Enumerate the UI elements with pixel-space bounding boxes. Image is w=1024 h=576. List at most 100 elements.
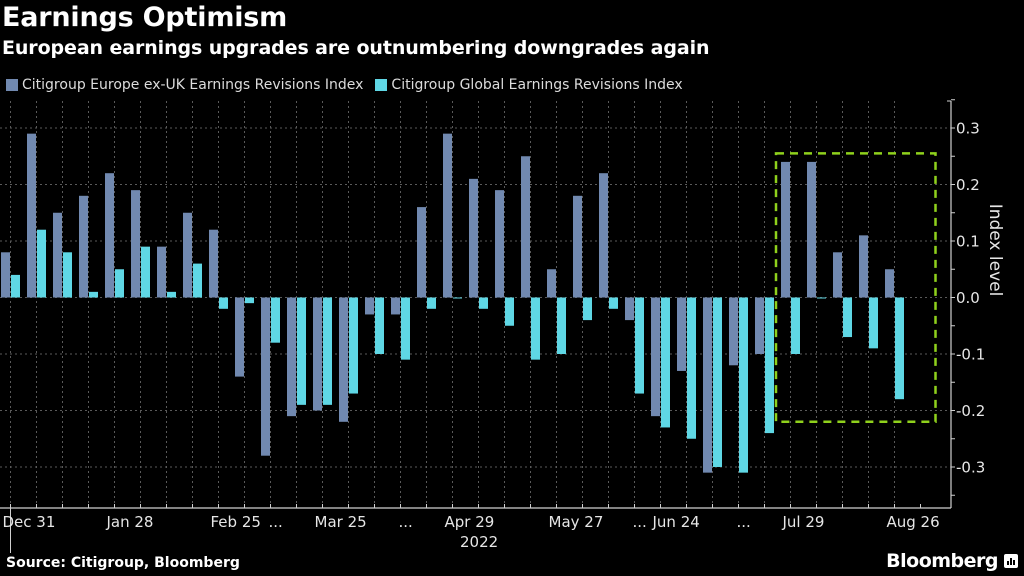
legend-item-global: Citigroup Global Earnings Revisions Inde… [375,77,683,93]
legend-swatch-europe [6,79,18,91]
bar-europe [521,156,530,298]
bar-europe [807,161,816,298]
bar-global [63,252,72,298]
bar-global [765,297,774,434]
bar-global [869,297,878,349]
source-note: Source: Citigroup, Bloomberg [6,555,240,571]
bar-global [141,246,150,298]
bar-global [687,297,696,439]
bar-global [11,274,20,298]
bar-europe [365,297,374,315]
bar-global [271,297,280,343]
bar-global [713,297,722,467]
bar-europe [573,195,582,298]
bar-global [609,297,618,309]
bar-europe [729,297,738,366]
bar-europe [391,297,400,315]
bar-europe [755,297,764,354]
x-tick-label: Jan 28 [106,513,154,531]
bar-europe [261,297,270,456]
legend-label-global: Citigroup Global Earnings Revisions Inde… [391,77,683,93]
x-tick-label: Jul 29 [782,513,825,531]
bar-europe [495,190,504,298]
bar-global [323,297,332,405]
bar-europe [443,133,452,298]
bar-europe [469,178,478,298]
bar-europe [1,252,10,298]
bar-europe [157,246,166,298]
x-tick-label: Dec 31 [3,513,56,531]
bar-europe [599,173,608,298]
x-tick-ellipsis: ... [399,513,413,531]
bar-europe [339,297,348,422]
bar-global [89,291,98,298]
x-tick-label: Apr 29 [445,513,495,531]
bar-global [401,297,410,360]
bar-europe [651,297,660,417]
highlight-box [774,152,937,424]
y-tick-label: 0.3 [956,120,980,138]
bar-europe [183,212,192,298]
bar-europe [547,269,556,298]
bar-europe [781,161,790,298]
bar-europe [417,207,426,298]
legend-swatch-global [375,79,388,91]
bar-global [453,297,462,299]
y-axis: 0.3 0.2 0.1 0.0 -0.1 -0.2 -0.3 [947,99,985,508]
x-axis-year-label: 2022 [460,533,498,551]
bar-global [661,297,670,428]
bar-global [193,263,202,298]
bar-europe [53,212,62,298]
bar-global [427,297,436,309]
x-tick-label: Aug 26 [887,513,940,531]
bar-europe [677,297,686,371]
bar-europe [859,235,868,298]
bar-europe [313,297,322,411]
bar-europe [885,269,894,298]
bar-global [349,297,358,394]
x-axis: Dec 31 Jan 28 Feb 25... Mar 25... Apr 29 May … [0,504,951,553]
bar-global [843,297,852,338]
annotations [774,152,937,424]
x-tick-label: Feb 25 [211,513,261,531]
bar-europe [131,190,140,298]
legend: Citigroup Europe ex-UK Earnings Revision… [6,77,683,93]
y-tick-label: -0.3 [956,459,985,477]
bars [1,133,904,473]
x-tick-ellipsis: ... [269,513,283,531]
bar-global [37,229,46,298]
y-tick-label: -0.1 [956,346,985,364]
bar-global [245,297,254,304]
y-tick-label: 0.0 [956,289,980,307]
y-tick-label: 0.2 [956,176,980,194]
bar-global [557,297,566,354]
x-tick-ellipsis: ... [633,513,647,531]
x-tick-label: Mar 25 [315,513,367,531]
bar-global [739,297,748,473]
bar-europe [833,252,842,298]
bar-europe [703,297,712,473]
x-tick-ellipsis: ... [737,513,751,531]
bar-global [791,297,800,354]
bar-europe [625,297,634,321]
bar-europe [79,195,88,298]
bar-global [479,297,488,309]
x-tick-label: May 27 [549,513,604,531]
bar-global [817,297,826,299]
bar-global [219,297,228,309]
bar-europe [105,173,114,298]
y-axis-title: Index level [985,204,1005,297]
bar-global [635,297,644,394]
legend-label-europe: Citigroup Europe ex-UK Earnings Revision… [22,77,364,93]
bar-europe [209,229,218,298]
bar-global [895,297,904,400]
legend-item-europe: Citigroup Europe ex-UK Earnings Revision… [6,77,363,93]
x-tick-label: Jun 24 [652,513,700,531]
y-tick-label: -0.2 [956,402,985,420]
bar-global [531,297,540,360]
bar-global [115,269,124,298]
bar-global [505,297,514,326]
bar-global [583,297,592,321]
chart-title: Earnings Optimism [2,2,288,33]
